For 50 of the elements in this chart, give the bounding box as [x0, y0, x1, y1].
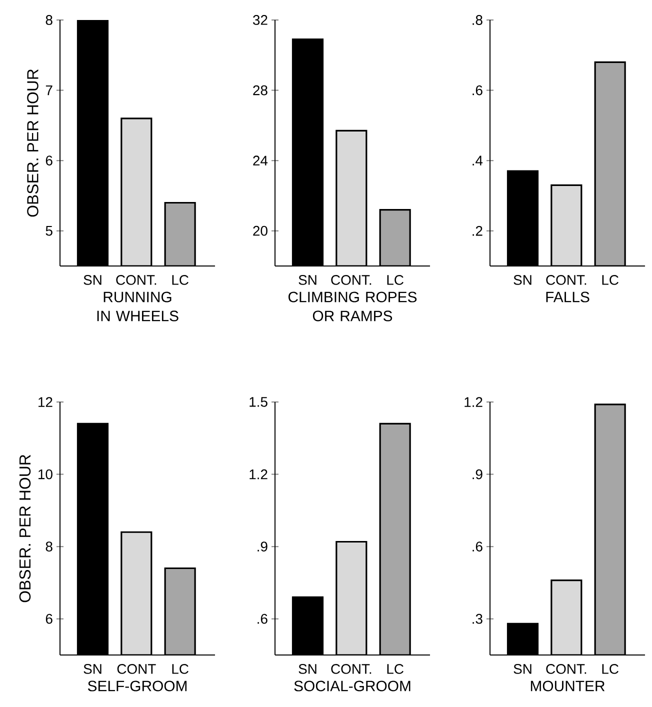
y-tick-label: .8 [472, 15, 482, 25]
x-axis-title: SOCIAL-GROOM [294, 680, 410, 692]
y-tick-label: .4 [472, 156, 483, 166]
y-tick-label: 8 [46, 15, 52, 25]
x-tick-label: SN [514, 275, 532, 285]
y-tick-label: 20 [253, 226, 268, 236]
y-tick-label: 6 [46, 614, 52, 624]
y-tick-label: .9 [472, 469, 482, 480]
y-tick-label: .2 [472, 226, 482, 236]
x-tick-label: LC [172, 275, 188, 285]
x-tick-label: CONT. [116, 275, 156, 285]
y-tick-label: 24 [253, 156, 268, 166]
x-tick-label: SN [298, 275, 316, 285]
y-tick-label: 28 [253, 85, 268, 96]
y-tick-label: 6 [46, 156, 52, 166]
x-tick-label: LC [387, 275, 404, 285]
x-tick-label: LC [172, 664, 188, 674]
y-tick-label: 10 [38, 469, 52, 480]
y-tick-label: .6 [472, 85, 482, 96]
x-tick-label: LC [387, 664, 404, 674]
x-tick-label: LC [602, 664, 618, 674]
x-tick-label: SN [84, 664, 102, 674]
y-tick-label: .6 [258, 614, 268, 624]
x-axis-title: MOUNTER [530, 680, 605, 692]
x-axis-title: CLIMBING ROPES OR RAMPS [288, 292, 417, 322]
y-axis-title: OBSER. PER HOUR [19, 454, 31, 602]
x-tick-label: CONT. [546, 275, 586, 285]
x-tick-label: CONT [117, 664, 156, 674]
y-tick-label: 1.5 [250, 397, 268, 407]
x-tick-label: SN [84, 275, 102, 285]
x-tick-label: LC [602, 275, 618, 285]
y-axis-title: OBSER. PER HOUR [27, 69, 38, 217]
y-tick-label: 7 [46, 85, 52, 96]
y-tick-label: .9 [258, 542, 268, 552]
y-tick-label: 5 [46, 226, 52, 236]
y-tick-label: 1.2 [250, 469, 268, 480]
y-tick-label: 8 [46, 542, 52, 552]
y-tick-label: .3 [472, 614, 482, 624]
x-axis-title: FALLS [546, 292, 590, 302]
x-tick-label: SN [298, 664, 316, 674]
x-tick-label: CONT. [331, 275, 372, 285]
x-tick-label: SN [514, 664, 532, 674]
y-tick-label: 32 [253, 15, 268, 25]
x-tick-label: CONT. [331, 664, 372, 674]
x-axis-title: SELF-GROOM [88, 680, 187, 692]
y-tick-label: .6 [472, 542, 482, 552]
x-axis-title: RUNNING IN WHEELS [97, 292, 178, 322]
x-tick-label: CONT. [546, 664, 586, 674]
y-tick-label: 1.2 [464, 397, 482, 407]
y-tick-label: 12 [38, 397, 52, 407]
